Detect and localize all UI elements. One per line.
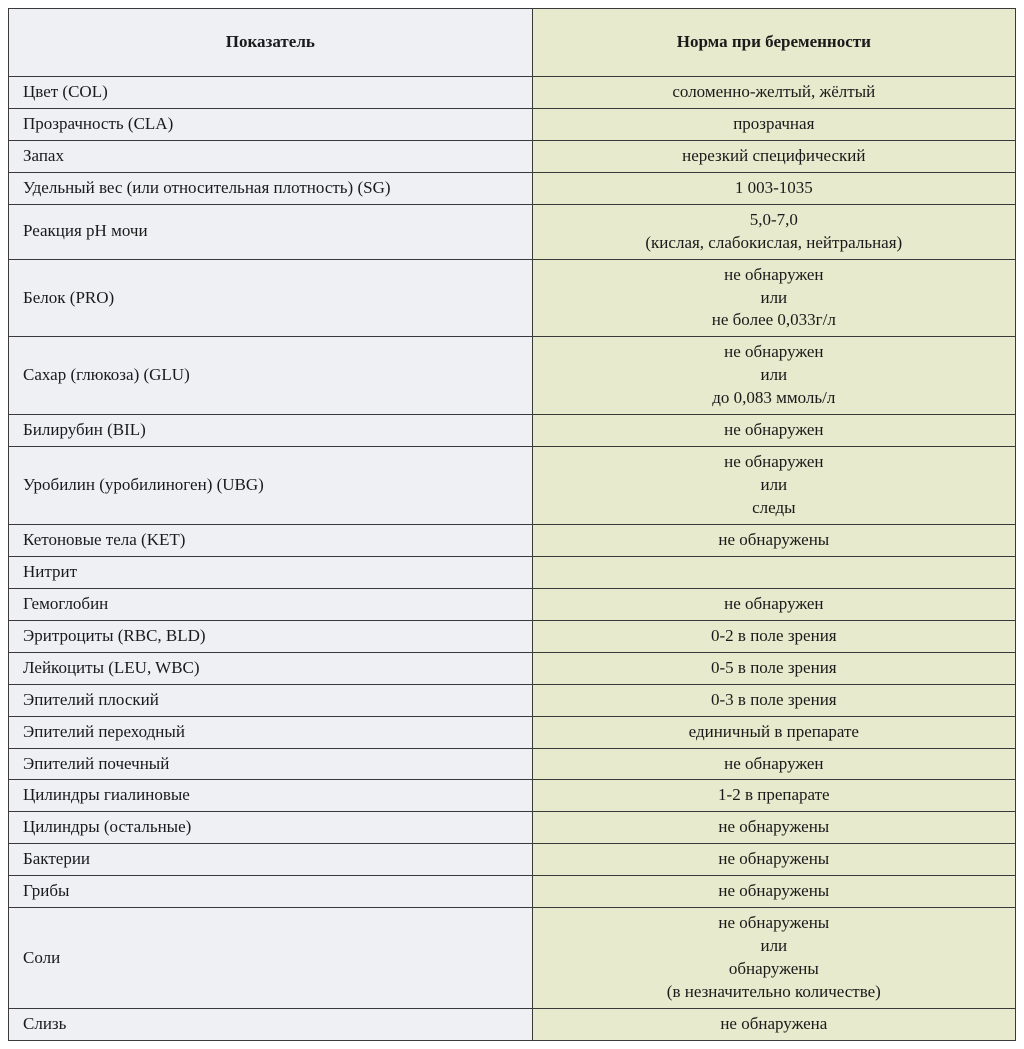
cell-norm: 0-5 в поле зрения	[532, 652, 1015, 684]
cell-param: Белок (PRO)	[9, 259, 533, 337]
cell-param: Слизь	[9, 1008, 533, 1040]
cell-norm: не обнаружены	[532, 812, 1015, 844]
cell-param: Эпителий плоский	[9, 684, 533, 716]
cell-norm: 5,0-7,0 (кислая, слабокислая, нейтральна…	[532, 204, 1015, 259]
cell-param: Эритроциты (RBC, BLD)	[9, 620, 533, 652]
cell-norm: единичный в препарате	[532, 716, 1015, 748]
table-row: Цилиндры (остальные)не обнаружены	[9, 812, 1016, 844]
table-row: Солине обнаружены или обнаружены (в незн…	[9, 908, 1016, 1009]
cell-param: Прозрачность (CLA)	[9, 108, 533, 140]
cell-param: Цвет (COL)	[9, 76, 533, 108]
cell-norm: не обнаружен	[532, 748, 1015, 780]
cell-norm: не обнаружены	[532, 844, 1015, 876]
cell-norm: не обнаружен	[532, 588, 1015, 620]
cell-norm: соломенно-желтый, жёлтый	[532, 76, 1015, 108]
cell-norm: нерезкий специфический	[532, 140, 1015, 172]
cell-norm: 1-2 в препарате	[532, 780, 1015, 812]
cell-param: Соли	[9, 908, 533, 1009]
table-row: Уробилин (уробилиноген) (UBG)не обнаруже…	[9, 447, 1016, 525]
cell-param: Бактерии	[9, 844, 533, 876]
table-row: Прозрачность (CLA)прозрачная	[9, 108, 1016, 140]
table-row: Цилиндры гиалиновые1-2 в препарате	[9, 780, 1016, 812]
cell-norm: не обнаружены или обнаружены (в незначит…	[532, 908, 1015, 1009]
cell-norm: не обнаружен или до 0,083 ммоль/л	[532, 337, 1015, 415]
table-row: Реакция pH мочи5,0-7,0 (кислая, слабокис…	[9, 204, 1016, 259]
cell-norm: не обнаружены	[532, 524, 1015, 556]
table-row: Эпителий плоский0-3 в поле зрения	[9, 684, 1016, 716]
cell-norm	[532, 556, 1015, 588]
table-row: Эпителий почечныйне обнаружен	[9, 748, 1016, 780]
cell-param: Цилиндры (остальные)	[9, 812, 533, 844]
urine-analysis-table: Показатель Норма при беременности Цвет (…	[8, 8, 1016, 1041]
cell-param: Эпителий переходный	[9, 716, 533, 748]
table-row: Бактериине обнаружены	[9, 844, 1016, 876]
table-row: Белок (PRO)не обнаружен или не более 0,0…	[9, 259, 1016, 337]
cell-norm: не обнаружены	[532, 876, 1015, 908]
table-row: Слизьне обнаружена	[9, 1008, 1016, 1040]
cell-param: Цилиндры гиалиновые	[9, 780, 533, 812]
table-row: Билирубин (BIL)не обнаружен	[9, 415, 1016, 447]
table-row: Сахар (глюкоза) (GLU)не обнаружен или до…	[9, 337, 1016, 415]
cell-norm: не обнаружен или следы	[532, 447, 1015, 525]
table-row: Грибыне обнаружены	[9, 876, 1016, 908]
table-row: Нитрит	[9, 556, 1016, 588]
table-row: Лейкоциты (LEU, WBC)0-5 в поле зрения	[9, 652, 1016, 684]
cell-norm: 1 003-1035	[532, 172, 1015, 204]
cell-param: Сахар (глюкоза) (GLU)	[9, 337, 533, 415]
table-row: Запахнерезкий специфический	[9, 140, 1016, 172]
cell-param: Лейкоциты (LEU, WBC)	[9, 652, 533, 684]
cell-param: Эпителий почечный	[9, 748, 533, 780]
cell-param: Билирубин (BIL)	[9, 415, 533, 447]
header-norm: Норма при беременности	[532, 9, 1015, 77]
table-row: Удельный вес (или относительная плотност…	[9, 172, 1016, 204]
cell-norm: не обнаружен или не более 0,033г/л	[532, 259, 1015, 337]
table-row: Эпителий переходныйединичный в препарате	[9, 716, 1016, 748]
cell-param: Реакция pH мочи	[9, 204, 533, 259]
table-body: Цвет (COL)соломенно-желтый, жёлтый Прозр…	[9, 76, 1016, 1040]
cell-param: Гемоглобин	[9, 588, 533, 620]
cell-norm: 0-2 в поле зрения	[532, 620, 1015, 652]
cell-param: Грибы	[9, 876, 533, 908]
cell-param: Удельный вес (или относительная плотност…	[9, 172, 533, 204]
cell-param: Кетоновые тела (KET)	[9, 524, 533, 556]
cell-norm: не обнаружена	[532, 1008, 1015, 1040]
cell-param: Уробилин (уробилиноген) (UBG)	[9, 447, 533, 525]
cell-norm: прозрачная	[532, 108, 1015, 140]
table-row: Кетоновые тела (KET)не обнаружены	[9, 524, 1016, 556]
cell-param: Нитрит	[9, 556, 533, 588]
cell-norm: не обнаружен	[532, 415, 1015, 447]
table-row: Эритроциты (RBC, BLD)0-2 в поле зрения	[9, 620, 1016, 652]
table-row: Гемоглобинне обнаружен	[9, 588, 1016, 620]
cell-param: Запах	[9, 140, 533, 172]
table-row: Цвет (COL)соломенно-желтый, жёлтый	[9, 76, 1016, 108]
cell-norm: 0-3 в поле зрения	[532, 684, 1015, 716]
header-parameter: Показатель	[9, 9, 533, 77]
table-header-row: Показатель Норма при беременности	[9, 9, 1016, 77]
